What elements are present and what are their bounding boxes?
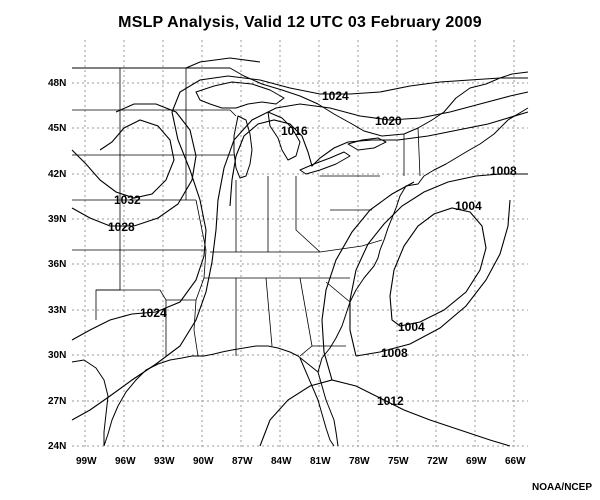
isobar-1012	[259, 379, 511, 447]
isobar-label-1020: 1020	[375, 114, 402, 128]
state-line	[210, 239, 383, 253]
graticule	[72, 40, 528, 450]
lon-label: 69W	[466, 456, 487, 467]
lat-label: 42N	[48, 169, 66, 180]
isobar-label-1004-sw: 1004	[398, 320, 425, 334]
state-line	[193, 199, 207, 357]
isobar-1012-left	[321, 181, 415, 381]
isobar-label-1024-north: 1024	[322, 89, 349, 103]
isobar-1028	[71, 103, 197, 227]
longitude-labels: 99W 96W 93W 90W 87W 84W 81W 78W 75W 72W …	[76, 456, 526, 467]
gulf-coastline	[103, 345, 319, 447]
lake-erie	[299, 151, 351, 175]
lon-label: 87W	[232, 456, 253, 467]
lon-label: 99W	[76, 456, 97, 467]
lon-label: 78W	[349, 456, 370, 467]
lat-label: 33N	[48, 305, 66, 316]
isobar-label-1016: 1016	[281, 124, 308, 138]
isobar-1008	[349, 173, 528, 357]
isobar-1024-north	[185, 57, 261, 69]
isobar-label-1008-ne: 1008	[490, 164, 517, 178]
credit-text: NOAA/NCEP	[531, 482, 592, 493]
lon-label: 96W	[115, 456, 136, 467]
isobar-label-1004-ne: 1004	[455, 199, 482, 213]
lon-label: 84W	[271, 456, 292, 467]
state-line	[417, 127, 421, 177]
mexico-border	[71, 359, 109, 446]
state-line	[299, 277, 313, 357]
isobar-1016	[229, 111, 529, 207]
lat-label: 45N	[48, 123, 66, 134]
isobar-label-1028: 1028	[108, 220, 135, 234]
lon-label: 72W	[427, 456, 448, 467]
lake-superior	[195, 81, 285, 109]
isobars	[71, 57, 529, 447]
isobar-label-1024-south: 1024	[140, 306, 167, 320]
map-title: MSLP Analysis, Valid 12 UTC 03 February …	[118, 14, 482, 31]
us-canada-border	[72, 67, 529, 137]
isobar-1004	[389, 207, 487, 327]
state-line	[295, 176, 321, 253]
lat-label: 36N	[48, 259, 66, 270]
state-line	[96, 289, 196, 301]
lat-label: 30N	[48, 350, 66, 361]
florida-west-coast	[299, 357, 335, 447]
isobar-1024	[71, 75, 528, 341]
isobar-label-1032: 1032	[114, 193, 141, 207]
latitude-labels: 24N 27N 30N 33N 36N 39N 42N 45N 48N	[48, 78, 66, 452]
lake-ontario	[347, 137, 387, 151]
lat-label: 24N	[48, 441, 66, 452]
lat-label: 27N	[48, 396, 66, 407]
lon-label: 90W	[193, 456, 214, 467]
lat-label: 39N	[48, 214, 66, 225]
lon-label: 81W	[310, 456, 331, 467]
isobar-1008-south	[355, 199, 511, 357]
isobar-label-1008-sw: 1008	[381, 346, 408, 360]
state-boundaries	[72, 68, 421, 357]
lat-label: 48N	[48, 78, 66, 89]
state-line	[186, 109, 237, 117]
lake-michigan	[233, 115, 253, 179]
isobar-value-labels: 1032 1028 1024 1024 1020 1016 1008 1004 …	[108, 89, 517, 408]
atlantic-coastline	[317, 107, 529, 447]
isobar-1020	[71, 91, 529, 421]
state-line	[325, 281, 351, 303]
isobar-1032	[71, 119, 175, 199]
lon-label: 93W	[154, 456, 175, 467]
lon-label: 66W	[505, 456, 526, 467]
state-line	[265, 277, 273, 347]
lon-label: 75W	[388, 456, 409, 467]
isobar-label-1012: 1012	[377, 394, 404, 408]
